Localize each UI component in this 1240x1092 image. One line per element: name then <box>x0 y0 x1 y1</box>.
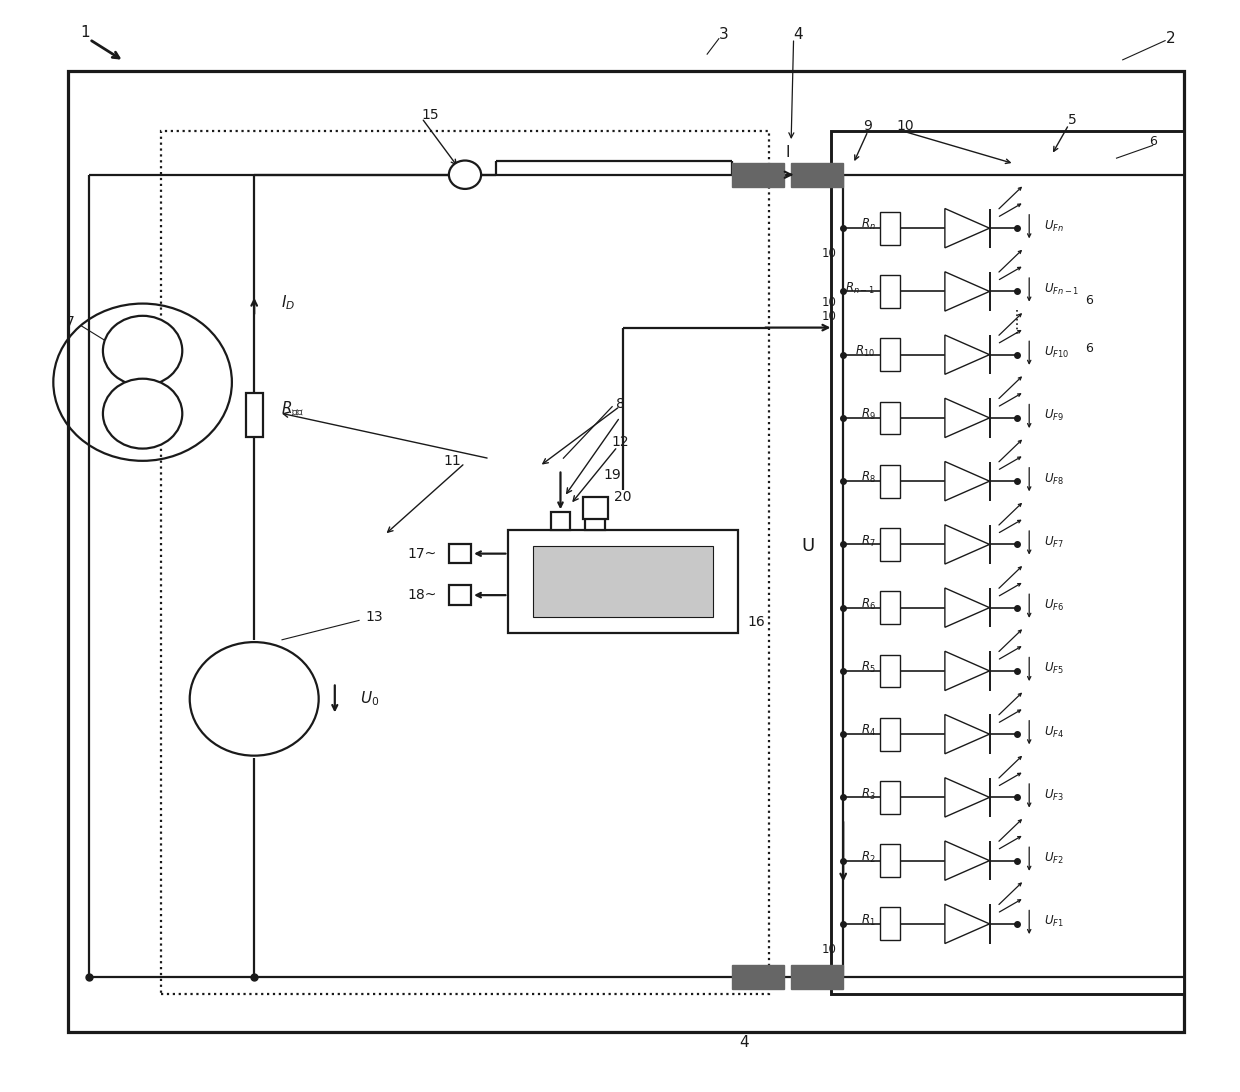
Text: 5: 5 <box>1068 114 1078 127</box>
Text: 19: 19 <box>604 468 621 482</box>
Bar <box>831 131 1184 994</box>
Text: $U_{F8}$: $U_{F8}$ <box>1044 472 1064 487</box>
Text: $U_0$: $U_0$ <box>360 689 379 709</box>
Bar <box>880 402 900 435</box>
Text: 7: 7 <box>66 316 74 329</box>
Bar <box>880 275 900 308</box>
Text: $R_{2}$: $R_{2}$ <box>861 850 875 865</box>
Text: 3: 3 <box>719 27 729 43</box>
Text: 8: 8 <box>615 397 625 411</box>
Text: 9: 9 <box>863 119 873 132</box>
Bar <box>880 212 900 245</box>
Polygon shape <box>945 841 990 880</box>
Bar <box>533 546 713 617</box>
Polygon shape <box>945 209 990 248</box>
Polygon shape <box>945 904 990 943</box>
Bar <box>880 781 900 814</box>
Text: I: I <box>785 145 790 161</box>
Text: =: = <box>246 689 263 709</box>
Bar <box>880 465 900 498</box>
Text: 2: 2 <box>1166 31 1176 46</box>
Polygon shape <box>945 462 990 501</box>
Text: $U_{F6}$: $U_{F6}$ <box>1044 598 1064 613</box>
Text: 20: 20 <box>614 490 631 503</box>
Bar <box>880 591 900 624</box>
Polygon shape <box>945 399 990 438</box>
Text: $U_{F9}$: $U_{F9}$ <box>1044 408 1064 424</box>
Polygon shape <box>945 651 990 690</box>
Text: 16: 16 <box>748 616 765 629</box>
Bar <box>880 339 900 371</box>
Bar <box>161 131 769 994</box>
Text: $R_n$: $R_n$ <box>861 217 875 233</box>
Text: U: U <box>802 537 815 555</box>
Bar <box>732 965 784 989</box>
Polygon shape <box>945 714 990 753</box>
Text: 10: 10 <box>897 119 914 132</box>
Circle shape <box>103 379 182 449</box>
Text: $R_{测量}$: $R_{测量}$ <box>281 399 305 418</box>
Bar <box>508 530 738 633</box>
Text: $R_{10}$: $R_{10}$ <box>856 344 875 359</box>
Circle shape <box>103 316 182 385</box>
Text: 4: 4 <box>794 27 804 43</box>
Bar <box>791 965 843 989</box>
Text: $R_{1}$: $R_{1}$ <box>861 913 875 928</box>
Text: $R_{5}$: $R_{5}$ <box>861 660 875 675</box>
Bar <box>880 907 900 940</box>
Bar <box>880 717 900 750</box>
Text: $U_{F1}$: $U_{F1}$ <box>1044 914 1064 929</box>
Text: 10: 10 <box>822 296 837 309</box>
Text: $U_{F4}$: $U_{F4}$ <box>1044 724 1064 739</box>
Text: $R_{6}$: $R_{6}$ <box>861 597 875 612</box>
Text: $R_{4}$: $R_{4}$ <box>861 723 875 738</box>
Text: 12: 12 <box>611 436 629 449</box>
Text: 13: 13 <box>366 610 383 624</box>
Bar <box>732 163 784 187</box>
Bar <box>583 497 608 519</box>
Polygon shape <box>945 778 990 817</box>
Text: 10: 10 <box>822 942 837 956</box>
Text: 11: 11 <box>444 454 461 467</box>
Text: 18~: 18~ <box>407 589 436 602</box>
Bar <box>449 585 471 605</box>
Text: $U_{Fn-1}$: $U_{Fn-1}$ <box>1044 282 1079 297</box>
Polygon shape <box>945 335 990 375</box>
Text: $U_{Fn}$: $U_{Fn}$ <box>1044 218 1064 234</box>
Text: $I_D$: $I_D$ <box>281 293 295 312</box>
Text: $R_{n-1}$: $R_{n-1}$ <box>846 281 875 296</box>
Text: $U_{F7}$: $U_{F7}$ <box>1044 535 1064 549</box>
Text: $R_{9}$: $R_{9}$ <box>861 407 875 423</box>
Text: 17~: 17~ <box>407 547 436 560</box>
Text: $U_{F10}$: $U_{F10}$ <box>1044 345 1069 360</box>
Polygon shape <box>945 272 990 311</box>
Bar <box>880 529 900 561</box>
Bar <box>551 512 570 530</box>
Text: 4: 4 <box>739 1035 749 1051</box>
Text: 10: 10 <box>822 310 837 323</box>
Bar <box>880 654 900 687</box>
Circle shape <box>190 642 319 756</box>
Text: 6: 6 <box>1085 295 1092 308</box>
Bar <box>585 512 605 530</box>
Text: 15: 15 <box>422 108 439 121</box>
Bar <box>791 163 843 187</box>
Text: $R_{7}$: $R_{7}$ <box>861 534 875 548</box>
Text: $U_{F5}$: $U_{F5}$ <box>1044 661 1064 676</box>
Text: $R_{3}$: $R_{3}$ <box>861 786 875 802</box>
Bar <box>246 393 263 437</box>
Polygon shape <box>945 525 990 565</box>
Bar <box>880 844 900 877</box>
Text: 10: 10 <box>822 247 837 260</box>
Bar <box>68 71 1184 1032</box>
Text: 6: 6 <box>1085 342 1092 355</box>
Text: 1: 1 <box>81 25 91 40</box>
Circle shape <box>449 161 481 189</box>
Text: $R_{8}$: $R_{8}$ <box>861 471 875 486</box>
Text: $U_{F2}$: $U_{F2}$ <box>1044 851 1064 866</box>
Text: $U_{F3}$: $U_{F3}$ <box>1044 787 1064 803</box>
Polygon shape <box>945 587 990 627</box>
Bar <box>449 544 471 563</box>
Text: 6: 6 <box>1149 135 1157 149</box>
